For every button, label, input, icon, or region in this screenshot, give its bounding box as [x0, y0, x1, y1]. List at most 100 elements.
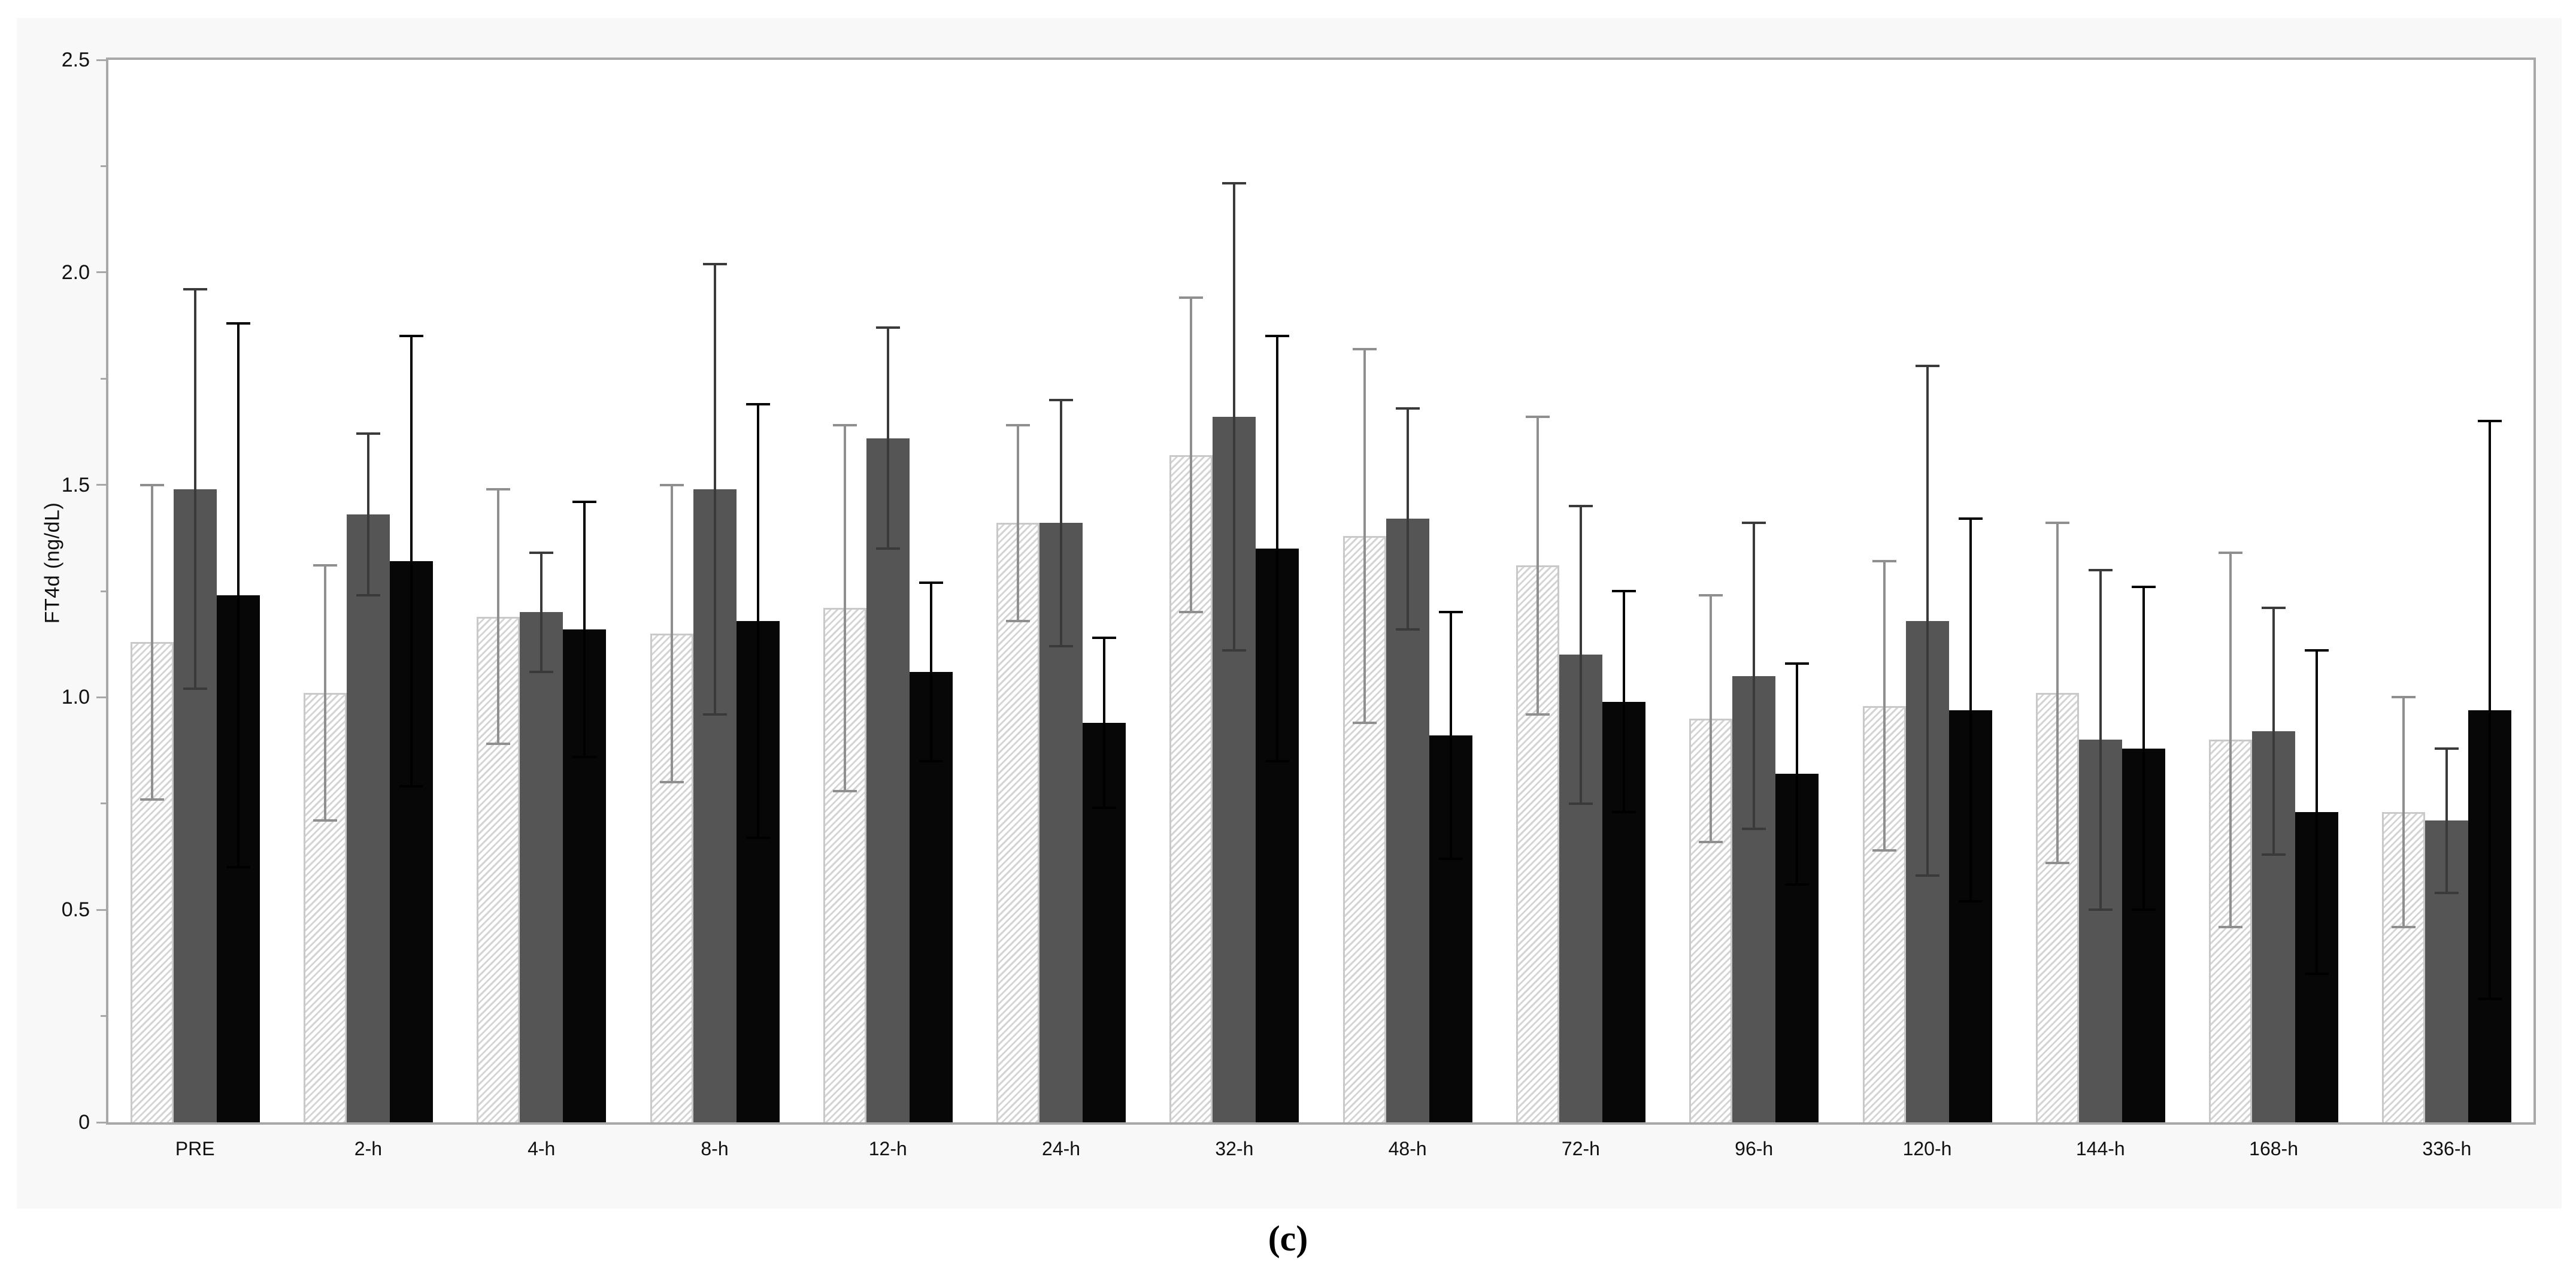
y-minor-tick [101, 165, 106, 167]
error-cap-bottom-dark-gray-168-h [2262, 853, 2286, 856]
bar-dark-gray-12-h [866, 438, 910, 1122]
error-cap-bottom-black-PRE [226, 866, 250, 869]
error-cap-bottom-black-12-h [919, 759, 943, 762]
error-bar-hatched-8-h [670, 484, 673, 783]
error-bar-black-12-h [929, 582, 932, 761]
x-tick-label-144-h: 144-h [2075, 1138, 2125, 1159]
error-bar-black-120-h [1969, 519, 1972, 901]
y-tick-label: 1.0 [61, 686, 90, 709]
y-major-tick [96, 59, 106, 61]
error-bar-hatched-72-h [1536, 417, 1539, 714]
y-major-tick [96, 271, 106, 274]
error-cap-top-hatched-2-h [313, 564, 337, 567]
error-cap-top-dark-gray-32-h [1222, 181, 1247, 184]
bar-dark-gray-2-h [346, 514, 390, 1122]
error-cap-bottom-dark-gray-12-h [875, 547, 900, 550]
error-cap-top-dark-gray-PRE [183, 288, 207, 291]
error-bar-dark-gray-PRE [193, 289, 196, 689]
error-cap-top-hatched-24-h [1006, 424, 1031, 427]
error-cap-bottom-dark-gray-48-h [1395, 628, 1420, 631]
x-tick-label-168-h: 168-h [2249, 1138, 2298, 1159]
error-bar-dark-gray-120-h [1926, 365, 1929, 876]
error-cap-top-black-12-h [919, 581, 943, 584]
error-bar-black-72-h [1622, 591, 1625, 812]
error-bar-hatched-144-h [2056, 523, 2059, 864]
plot-canvas [108, 60, 2533, 1122]
error-cap-top-dark-gray-24-h [1049, 398, 1074, 401]
error-cap-bottom-dark-gray-72-h [1568, 802, 1593, 805]
x-tick-label-32-h: 32-h [1215, 1138, 1254, 1159]
error-bar-black-2-h [410, 336, 413, 787]
error-bar-hatched-4-h [497, 489, 500, 744]
error-cap-top-black-2-h [399, 335, 423, 338]
error-cap-top-black-4-h [572, 500, 597, 503]
error-bar-dark-gray-96-h [1753, 523, 1756, 829]
error-cap-bottom-black-24-h [1092, 806, 1117, 809]
error-bar-hatched-24-h [1017, 425, 1020, 621]
x-tick-label-96-h: 96-h [1735, 1138, 1774, 1159]
x-tick-label-PRE: PRE [175, 1138, 215, 1159]
y-tick-label: 0.5 [61, 898, 90, 922]
error-cap-bottom-dark-gray-120-h [1915, 874, 1939, 877]
error-cap-top-hatched-32-h [1179, 296, 1204, 299]
plot-area [106, 57, 2536, 1125]
error-cap-bottom-dark-gray-2-h [356, 594, 380, 597]
error-cap-bottom-hatched-32-h [1179, 611, 1204, 614]
error-cap-top-dark-gray-2-h [356, 432, 380, 435]
error-bar-black-24-h [1103, 638, 1106, 808]
bar-hatched-2-h [303, 693, 347, 1122]
error-cap-bottom-hatched-PRE [140, 798, 164, 801]
error-cap-top-black-168-h [2305, 649, 2329, 652]
error-cap-top-hatched-72-h [1525, 416, 1550, 419]
error-cap-bottom-dark-gray-336-h [2435, 891, 2459, 894]
error-bar-dark-gray-48-h [1406, 408, 1409, 629]
error-cap-top-hatched-PRE [140, 483, 164, 486]
error-bar-hatched-PRE [150, 484, 153, 800]
error-cap-bottom-dark-gray-32-h [1222, 649, 1247, 652]
error-cap-top-dark-gray-12-h [875, 326, 900, 329]
error-cap-top-dark-gray-120-h [1915, 364, 1939, 367]
error-cap-bottom-hatched-2-h [313, 819, 337, 822]
error-bar-black-32-h [1276, 336, 1279, 761]
error-cap-top-hatched-4-h [486, 487, 511, 490]
figure-caption: (c) [1268, 1219, 1308, 1258]
x-tick-label-48-h: 48-h [1388, 1138, 1427, 1159]
error-bar-dark-gray-32-h [1233, 183, 1236, 651]
error-cap-bottom-hatched-12-h [832, 789, 857, 792]
error-cap-top-hatched-168-h [2219, 552, 2243, 555]
y-minor-tick [101, 802, 106, 805]
error-cap-top-dark-gray-48-h [1395, 407, 1420, 410]
error-bar-hatched-12-h [843, 425, 846, 791]
error-bar-dark-gray-72-h [1579, 506, 1582, 804]
bar-hatched-24-h [996, 523, 1040, 1122]
error-bar-black-PRE [237, 323, 240, 868]
error-bar-hatched-48-h [1363, 349, 1366, 723]
error-cap-bottom-black-32-h [1265, 759, 1290, 762]
x-tick-label-4-h: 4-h [528, 1138, 556, 1159]
error-cap-top-hatched-48-h [1352, 347, 1377, 350]
x-tick-label-72-h: 72-h [1561, 1138, 1600, 1159]
error-bar-hatched-32-h [1190, 298, 1193, 613]
error-cap-bottom-black-96-h [1785, 883, 1810, 886]
error-cap-bottom-hatched-72-h [1525, 713, 1550, 716]
error-cap-top-black-336-h [2478, 420, 2502, 423]
error-bar-black-8-h [756, 404, 759, 838]
error-cap-bottom-hatched-96-h [1699, 840, 1723, 843]
x-tick-label-24-h: 24-h [1042, 1138, 1081, 1159]
y-minor-tick [101, 1015, 106, 1017]
error-bar-black-144-h [2142, 586, 2145, 910]
error-bar-dark-gray-2-h [366, 434, 369, 596]
error-cap-top-black-32-h [1265, 335, 1290, 338]
error-cap-bottom-dark-gray-8-h [702, 713, 727, 716]
error-bar-hatched-168-h [2229, 553, 2232, 927]
error-cap-bottom-black-4-h [572, 755, 597, 758]
error-cap-bottom-hatched-48-h [1352, 721, 1377, 724]
error-cap-top-dark-gray-336-h [2435, 747, 2459, 750]
error-cap-bottom-black-2-h [399, 785, 423, 788]
error-bar-hatched-336-h [2402, 697, 2405, 927]
error-cap-bottom-dark-gray-4-h [529, 670, 554, 673]
error-cap-top-dark-gray-72-h [1568, 505, 1593, 508]
y-major-tick [96, 908, 106, 911]
error-cap-top-hatched-120-h [1872, 560, 1896, 563]
error-bar-hatched-120-h [1883, 561, 1886, 850]
